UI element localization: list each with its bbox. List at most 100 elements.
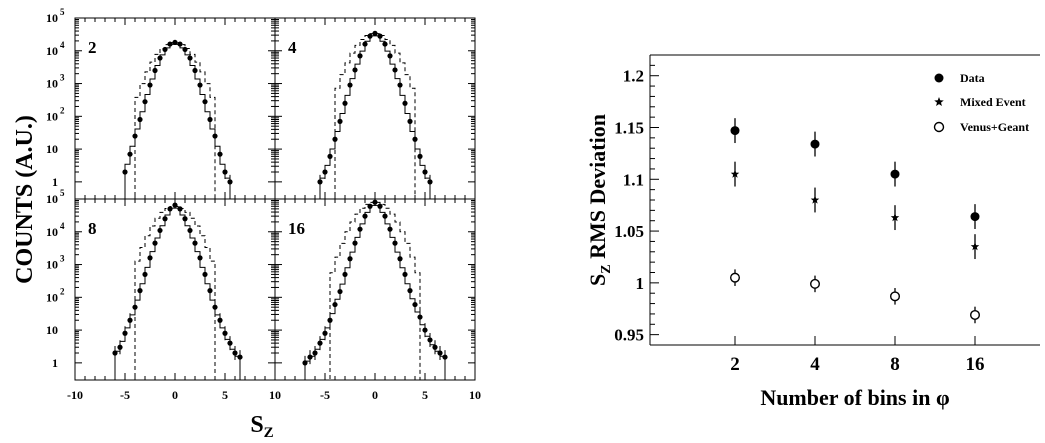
panel-frame: [74, 198, 276, 381]
panel-label: 16: [288, 219, 305, 238]
data-point: [127, 151, 133, 157]
data-point: [172, 202, 178, 208]
x-tick-label: -5: [120, 388, 130, 402]
data-point: [227, 340, 233, 346]
y-tick-label: 0.95: [614, 326, 644, 345]
data-point: [142, 271, 148, 278]
data-point: [177, 206, 183, 212]
data-point: [142, 99, 148, 105]
legend-marker: [934, 73, 944, 83]
data-point: [132, 133, 138, 139]
data-marker: [970, 212, 980, 222]
data-point: [187, 55, 193, 61]
data-point: [397, 256, 403, 262]
data-point: [237, 354, 243, 360]
data-point: [117, 344, 123, 350]
data-point: [332, 136, 338, 142]
data-point: [182, 216, 188, 222]
data-point: [187, 227, 193, 234]
legend: Data Mixed Event Venus+Geant: [933, 71, 1029, 134]
legend-label: Mixed Event: [960, 95, 1026, 109]
data-point: [417, 314, 423, 320]
data-point: [362, 213, 368, 219]
data-point: [147, 82, 153, 88]
series-data: [730, 118, 980, 229]
data-point: [317, 179, 323, 185]
data-point: [127, 317, 133, 323]
data-point: [427, 337, 433, 343]
legend-label: Venus+Geant: [960, 120, 1029, 134]
data-point: [392, 67, 398, 73]
venus-geant-histogram: [75, 206, 275, 381]
data-point: [137, 288, 143, 294]
open-circle-marker: [810, 278, 821, 289]
open-circle-marker: [890, 291, 901, 302]
y-axis-title-suffix: RMS Deviation: [585, 114, 610, 264]
x-tick-label: 0: [372, 388, 378, 402]
data-marker: [730, 126, 740, 136]
data-point: [442, 354, 448, 360]
y-tick-label: 10: [46, 290, 58, 304]
mixed-event-histogram: [75, 43, 275, 200]
data-point: [337, 118, 343, 124]
y-tick-exponent: 5: [60, 188, 65, 198]
histogram-panel-16: 16: [274, 198, 476, 381]
data-point: [397, 82, 403, 88]
venus-geant-histogram: [75, 42, 275, 200]
y-axis-title-main: S: [585, 274, 610, 286]
data-point: [162, 46, 168, 53]
data-point: [172, 39, 178, 46]
series-mixed-event: [730, 161, 980, 260]
data-point: [407, 118, 413, 124]
y-tick-label: 10: [46, 258, 58, 272]
data-point: [382, 41, 388, 47]
x-tick-label: 5: [422, 388, 428, 402]
data-point: [112, 350, 118, 356]
open-circle-marker: [970, 309, 981, 320]
data-point: [192, 240, 198, 246]
data-point: [367, 203, 373, 209]
data-point: [382, 213, 388, 219]
x-tick-label: 2: [730, 354, 740, 375]
data-point: [347, 82, 353, 88]
data-point: [437, 350, 443, 356]
data-point: [152, 240, 158, 246]
data-point: [177, 41, 183, 47]
data-point: [367, 33, 373, 39]
data-point: [342, 271, 348, 278]
data-point: [182, 46, 188, 53]
y-tick-label: 10: [46, 142, 58, 156]
legend-label: Data: [960, 71, 985, 85]
data-point: [227, 179, 233, 185]
data-point: [222, 330, 228, 336]
series-venus-geant: [730, 269, 981, 324]
y-axis-title-subscript: Z: [599, 264, 614, 273]
y-tick-label: 10: [46, 44, 58, 58]
data-point: [202, 99, 208, 105]
y-axis-title: SZ RMS Deviation: [585, 114, 614, 286]
data-point: [147, 255, 153, 261]
data-point: [317, 340, 323, 346]
data-point: [412, 136, 418, 142]
data-point: [322, 169, 328, 175]
y-tick-label: 10: [46, 225, 58, 239]
x-tick-label: -10: [67, 388, 83, 402]
x-axis-title: Number of bins in φ: [760, 385, 949, 410]
data-point: [387, 226, 393, 232]
data-marker: [890, 169, 900, 179]
data-point: [157, 55, 163, 61]
data-point: [322, 330, 328, 336]
data-point: [357, 53, 363, 59]
x-axis-title-subscript: Z: [264, 425, 274, 441]
data-point: [232, 350, 238, 356]
data-point: [332, 301, 338, 308]
data-point: [167, 41, 173, 47]
y-tick-label: 10: [46, 109, 58, 123]
y-tick-label: 10: [46, 192, 58, 206]
legend-marker: [934, 97, 944, 107]
data-point: [217, 151, 223, 157]
x-tick-label: 0: [172, 388, 178, 402]
data-point: [192, 67, 198, 74]
